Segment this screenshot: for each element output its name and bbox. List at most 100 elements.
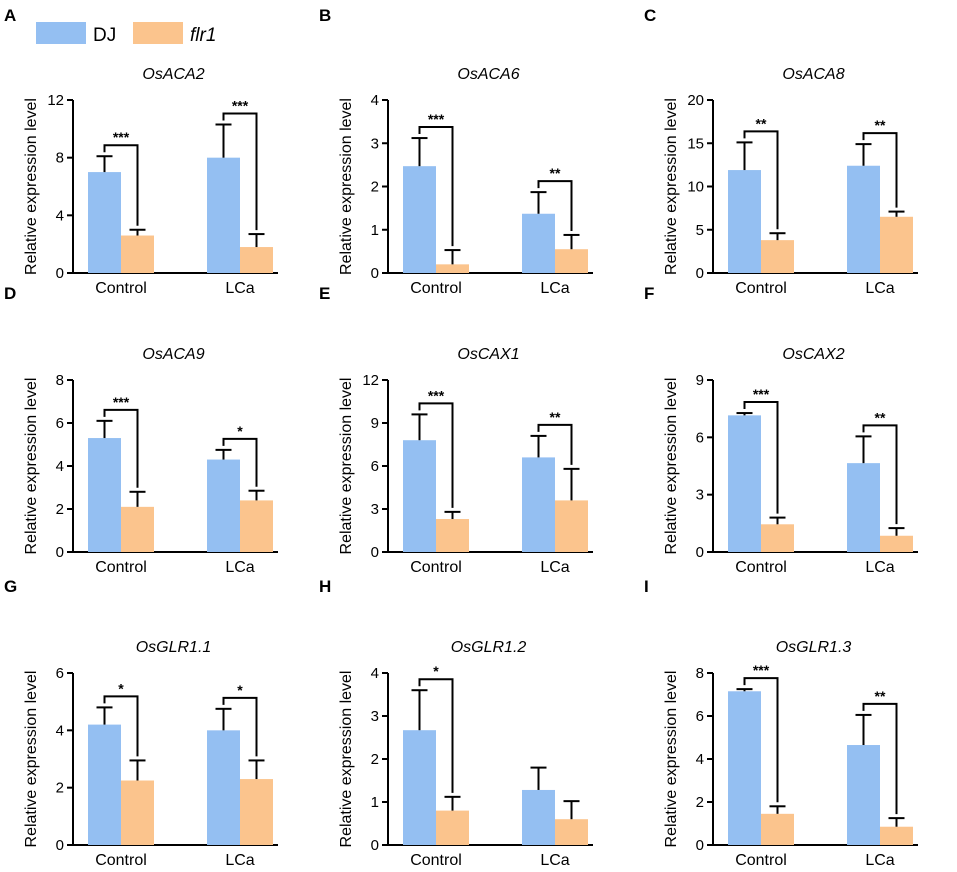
bar-f-control-dj bbox=[728, 415, 761, 552]
significance-label-i: ** bbox=[875, 688, 886, 704]
significance-bracket-a bbox=[222, 112, 258, 231]
y-axis-label-g: Relative expression level bbox=[23, 671, 40, 848]
legend-label-flr1: flr1 bbox=[190, 25, 216, 46]
y-tick-label-b: 0 bbox=[371, 265, 379, 282]
y-tick-label-h: 0 bbox=[371, 837, 379, 854]
significance-bracket-h bbox=[418, 678, 454, 793]
significance-label-d: *** bbox=[113, 394, 130, 410]
bar-i-lca-flr1 bbox=[880, 826, 913, 845]
chart-title-g: OsGLR1.1 bbox=[136, 639, 212, 656]
x-tick-label-i: LCa bbox=[865, 852, 894, 869]
significance-label-a: *** bbox=[113, 129, 130, 145]
significance-label-i: *** bbox=[753, 662, 770, 678]
significance-bracket-b bbox=[537, 180, 573, 231]
x-tick-label-c: LCa bbox=[865, 280, 894, 297]
chart-title-h: OsGLR1.2 bbox=[451, 639, 527, 656]
chart-panel-f: F OsCAX2 Relative expression level 0 3 6 9 Cont… bbox=[644, 284, 918, 576]
panel-letter-f: F bbox=[644, 284, 654, 303]
significance-label-e: ** bbox=[550, 409, 561, 425]
y-tick-label-c: 20 bbox=[687, 92, 704, 109]
y-tick-label-a: 4 bbox=[56, 207, 64, 224]
panel-letter-c: C bbox=[644, 6, 656, 25]
y-axis-label-a: Relative expression level bbox=[23, 98, 40, 275]
chart-panel-e: E OsCAX1 Relative expression level 0 3 6 9 12 Co… bbox=[319, 284, 593, 576]
significance-label-b: ** bbox=[550, 165, 561, 181]
x-tick-label-c: Control bbox=[735, 280, 787, 297]
chart-panel-g: G OsGLR1.1 Relative expression level 0 2 4 6 Co… bbox=[4, 577, 278, 869]
y-tick-label-i: 4 bbox=[696, 751, 704, 768]
chart-panel-i: I OsGLR1.3 Relative expression level 0 2 4 6 8 C… bbox=[644, 577, 918, 869]
y-tick-label-d: 0 bbox=[56, 544, 64, 561]
bar-c-lca-flr1 bbox=[880, 216, 913, 273]
bar-a-control-dj bbox=[88, 172, 121, 273]
bar-d-lca-flr1 bbox=[240, 500, 273, 552]
bar-i-lca-dj bbox=[847, 745, 880, 845]
y-tick-label-e: 9 bbox=[371, 415, 379, 432]
x-tick-label-d: Control bbox=[95, 559, 147, 576]
x-tick-label-b: Control bbox=[410, 280, 462, 297]
bar-i-control-dj bbox=[728, 691, 761, 845]
chart-title-e: OsCAX1 bbox=[457, 346, 519, 363]
y-tick-label-i: 6 bbox=[696, 708, 704, 725]
y-tick-label-e: 12 bbox=[362, 372, 379, 389]
y-tick-label-g: 0 bbox=[56, 837, 64, 854]
y-tick-label-g: 6 bbox=[56, 665, 64, 682]
significance-bracket-c bbox=[862, 132, 898, 208]
bar-c-control-flr1 bbox=[761, 240, 794, 273]
x-tick-label-b: LCa bbox=[540, 280, 569, 297]
bar-f-lca-dj bbox=[847, 463, 880, 552]
legend-label-dj: DJ bbox=[93, 25, 116, 46]
y-tick-label-f: 9 bbox=[696, 372, 704, 389]
x-tick-label-h: LCa bbox=[540, 852, 569, 869]
panel-letter-b: B bbox=[319, 6, 331, 25]
significance-bracket-g bbox=[103, 695, 139, 757]
chart-panel-a: A OsACA2 Relative expression level 0 4 8 12 Con… bbox=[4, 6, 278, 297]
bar-d-control-dj bbox=[88, 438, 121, 552]
bar-d-control-flr1 bbox=[121, 506, 154, 552]
bar-f-control-flr1 bbox=[761, 524, 794, 552]
x-tick-label-i: Control bbox=[735, 852, 787, 869]
bar-h-lca-flr1 bbox=[555, 819, 588, 845]
x-tick-label-h: Control bbox=[410, 852, 462, 869]
y-axis-label-f: Relative expression level bbox=[663, 378, 680, 555]
bar-a-control-flr1 bbox=[121, 235, 154, 273]
panel-letter-d: D bbox=[4, 284, 16, 303]
y-axis-label-b: Relative expression level bbox=[338, 98, 355, 275]
x-tick-label-e: LCa bbox=[540, 559, 569, 576]
y-tick-label-c: 5 bbox=[696, 222, 704, 239]
bar-e-control-flr1 bbox=[436, 519, 469, 552]
significance-label-h: * bbox=[433, 663, 439, 679]
y-axis-label-e: Relative expression level bbox=[338, 378, 355, 555]
chart-title-d: OsACA9 bbox=[142, 346, 204, 363]
bar-c-control-dj bbox=[728, 170, 761, 273]
panel-letter-a: A bbox=[4, 6, 16, 25]
significance-bracket-d bbox=[103, 408, 139, 488]
chart-title-a: OsACA2 bbox=[142, 66, 204, 83]
bar-h-control-flr1 bbox=[436, 810, 469, 845]
y-tick-label-e: 3 bbox=[371, 501, 379, 518]
y-tick-label-c: 15 bbox=[687, 135, 704, 152]
significance-label-g: * bbox=[118, 680, 124, 696]
chart-panel-c: C OsACA8 Relative expression level 0 5 10 15 20… bbox=[644, 6, 918, 297]
significance-label-f: *** bbox=[753, 386, 770, 402]
y-tick-label-e: 6 bbox=[371, 458, 379, 475]
y-tick-label-b: 2 bbox=[371, 179, 379, 196]
bar-b-control-dj bbox=[403, 166, 436, 273]
y-tick-label-f: 3 bbox=[696, 487, 704, 504]
bar-h-lca-dj bbox=[522, 789, 555, 845]
chart-title-b: OsACA6 bbox=[457, 66, 519, 83]
y-tick-label-h: 1 bbox=[371, 794, 379, 811]
significance-bracket-d bbox=[222, 437, 258, 487]
significance-bracket-f bbox=[862, 424, 898, 525]
x-tick-label-f: Control bbox=[735, 559, 787, 576]
bar-e-lca-flr1 bbox=[555, 500, 588, 552]
y-tick-label-a: 12 bbox=[47, 92, 64, 109]
y-tick-label-f: 0 bbox=[696, 544, 704, 561]
y-tick-label-a: 0 bbox=[56, 265, 64, 282]
y-axis-label-c: Relative expression level bbox=[663, 98, 680, 275]
y-tick-label-d: 6 bbox=[56, 415, 64, 432]
significance-bracket-e bbox=[418, 402, 454, 508]
y-tick-label-h: 2 bbox=[371, 751, 379, 768]
significance-bracket-b bbox=[418, 126, 454, 247]
